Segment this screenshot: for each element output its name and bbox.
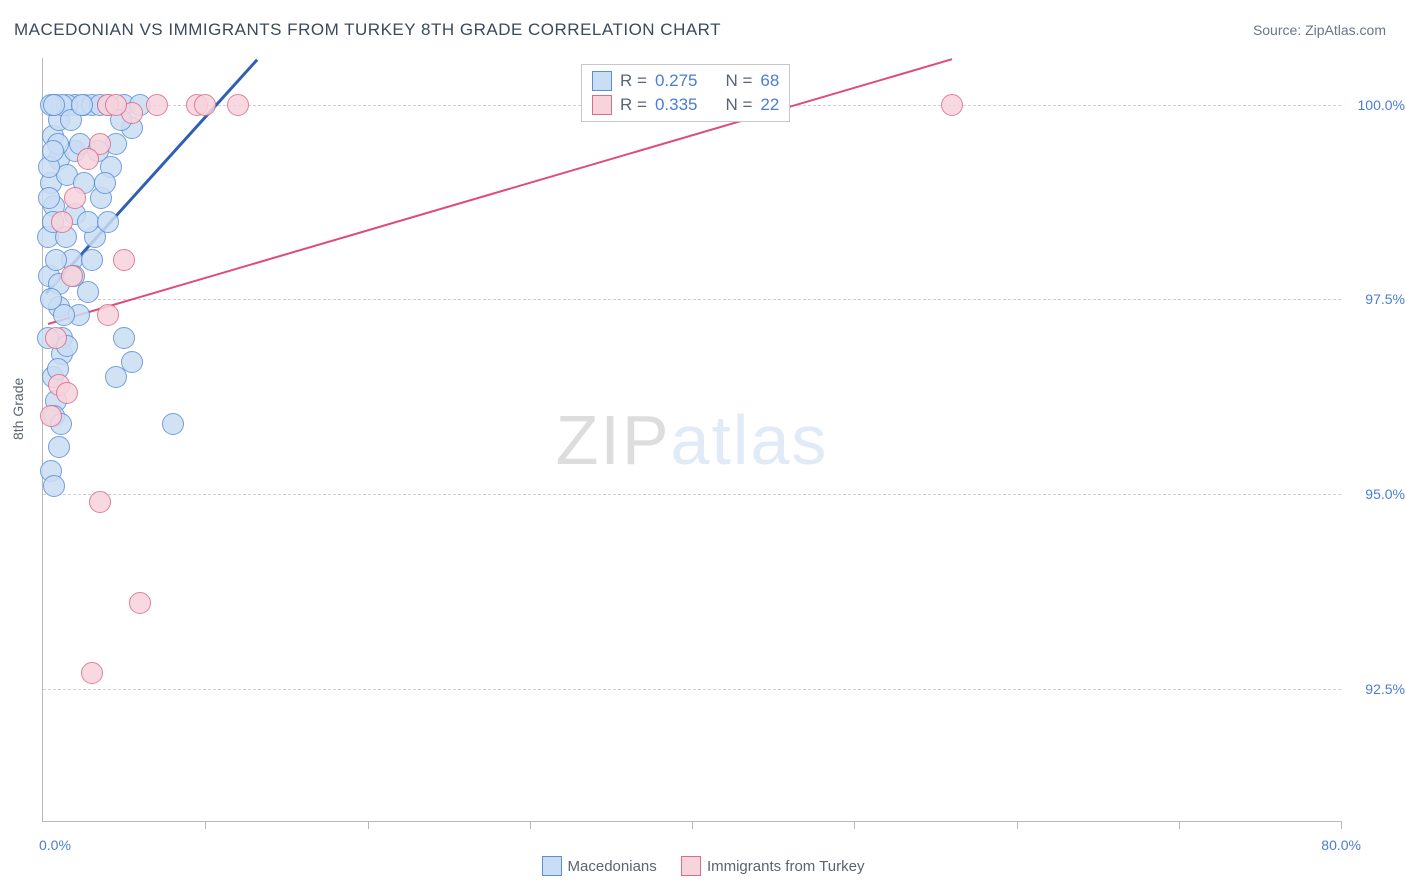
correlation-stats-box: R = 0.275 N = 68 R = 0.335 N = 22 — [581, 64, 790, 122]
legend-item-macedonians: Macedonians — [542, 856, 657, 876]
x-tick — [1017, 821, 1018, 829]
stats-row-macedonians: R = 0.275 N = 68 — [592, 69, 779, 93]
x-tick — [854, 821, 855, 829]
r-label: R = — [620, 71, 647, 91]
y-tick-label: 100.0% — [1347, 97, 1405, 113]
legend-item-turkey: Immigrants from Turkey — [681, 856, 865, 876]
data-point-macedonians — [162, 413, 184, 435]
source-label: Source: — [1253, 22, 1305, 38]
watermark: ZIPatlas — [556, 400, 829, 480]
data-point-macedonians — [38, 187, 60, 209]
data-point-macedonians — [81, 249, 103, 271]
y-axis-label: 8th Grade — [10, 378, 26, 440]
watermark-part1: ZIP — [556, 401, 671, 479]
data-point-turkey — [129, 592, 151, 614]
legend-label-macedonians: Macedonians — [568, 858, 657, 875]
x-tick — [205, 821, 206, 829]
data-point-turkey — [77, 148, 99, 170]
data-point-turkey — [146, 94, 168, 116]
source-attribution: Source: ZipAtlas.com — [1253, 22, 1386, 38]
data-point-turkey — [51, 211, 73, 233]
bottom-legend: Macedonians Immigrants from Turkey — [0, 856, 1406, 880]
x-tick — [1341, 821, 1342, 829]
x-tick — [368, 821, 369, 829]
r-value-turkey: 0.335 — [655, 95, 698, 115]
n-label: N = — [725, 71, 752, 91]
data-point-turkey — [105, 94, 127, 116]
data-point-macedonians — [40, 288, 62, 310]
legend-swatch-icon — [592, 71, 612, 91]
n-value-macedonians: 68 — [760, 71, 779, 91]
data-point-turkey — [45, 327, 67, 349]
r-value-macedonians: 0.275 — [655, 71, 698, 91]
legend-swatch-icon — [542, 856, 562, 876]
legend-label-turkey: Immigrants from Turkey — [707, 858, 865, 875]
trend-line-turkey — [48, 58, 952, 325]
y-tick-label: 97.5% — [1347, 291, 1405, 307]
data-point-turkey — [64, 187, 86, 209]
data-point-macedonians — [113, 327, 135, 349]
source-value: ZipAtlas.com — [1305, 22, 1386, 38]
x-tick — [530, 821, 531, 829]
data-point-turkey — [89, 491, 111, 513]
data-point-turkey — [97, 304, 119, 326]
x-axis-max-label: 80.0% — [1321, 837, 1361, 853]
data-point-macedonians — [42, 140, 64, 162]
data-point-turkey — [194, 94, 216, 116]
x-axis-min-label: 0.0% — [39, 837, 71, 853]
chart-title: MACEDONIAN VS IMMIGRANTS FROM TURKEY 8TH… — [14, 20, 721, 40]
scatter-plot-area: ZIPatlas 0.0% 80.0% 100.0%97.5%95.0%92.5… — [42, 58, 1341, 822]
data-point-macedonians — [48, 436, 70, 458]
data-point-turkey — [61, 265, 83, 287]
y-tick-label: 92.5% — [1347, 681, 1405, 697]
gridline — [43, 494, 1341, 495]
r-label: R = — [620, 95, 647, 115]
data-point-macedonians — [71, 94, 93, 116]
n-label: N = — [725, 95, 752, 115]
stats-row-turkey: R = 0.335 N = 22 — [592, 93, 779, 117]
legend-swatch-icon — [592, 95, 612, 115]
data-point-turkey — [227, 94, 249, 116]
n-value-turkey: 22 — [760, 95, 779, 115]
gridline — [43, 299, 1341, 300]
x-tick — [1179, 821, 1180, 829]
data-point-turkey — [81, 662, 103, 684]
data-point-macedonians — [43, 475, 65, 497]
gridline — [43, 689, 1341, 690]
data-point-turkey — [113, 249, 135, 271]
legend-swatch-icon — [681, 856, 701, 876]
x-tick — [692, 821, 693, 829]
data-point-turkey — [40, 405, 62, 427]
watermark-part2: atlas — [671, 401, 829, 479]
data-point-macedonians — [94, 172, 116, 194]
data-point-turkey — [56, 382, 78, 404]
data-point-turkey — [941, 94, 963, 116]
y-tick-label: 95.0% — [1347, 486, 1405, 502]
data-point-macedonians — [121, 351, 143, 373]
data-point-macedonians — [97, 211, 119, 233]
